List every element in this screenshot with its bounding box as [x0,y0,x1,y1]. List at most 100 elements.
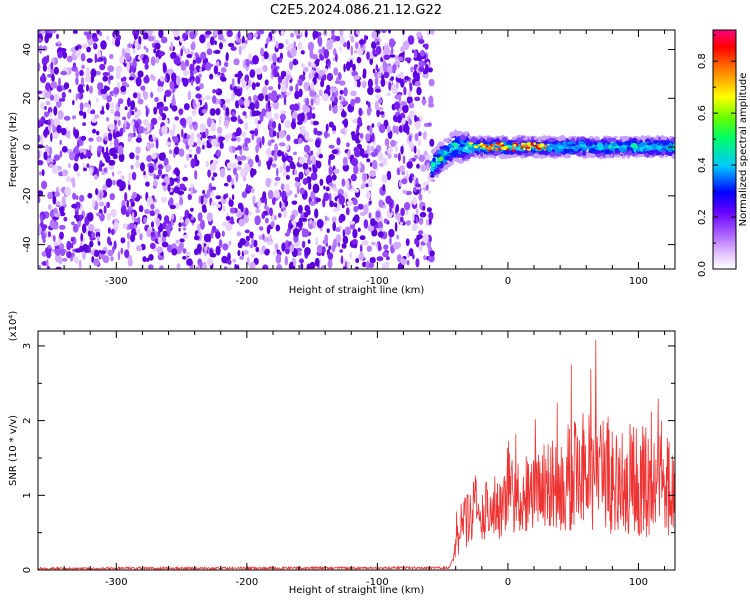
spectrogram-signal-cell [463,132,468,136]
colorbar-gradient [712,29,737,270]
spectrogram-noise-cell [217,126,223,135]
spectrogram-noise-cell [117,170,122,175]
spectrogram-noise-cell [179,197,184,206]
spectrogram-noise-cell [326,228,330,233]
spectrogram-noise-cell [402,189,407,195]
spectrogram-noise-cell [388,228,395,238]
spectrogram-noise-cell [86,84,89,92]
spectrogram-noise-cell [197,223,201,232]
spectrogram-signal-cell [543,155,548,158]
spectrogram-noise-cell [261,135,265,146]
spectrogram-signal-cell [578,140,584,145]
spectrogram-noise-cell [113,221,119,230]
spectrogram-signal-cell [432,157,436,163]
spectrogram-noise-cell [222,104,226,111]
spectrogram-noise-cell [265,94,269,102]
spectrogram-noise-cell [106,117,110,122]
spectrogram-noise-cell [404,75,410,81]
spectrogram-noise-cell [171,243,177,251]
spectrogram-noise-cell [134,111,139,121]
spectrogram-noise-cell [305,106,311,113]
snr-frame [37,330,676,571]
spectrogram-noise-cell [405,220,411,226]
spectrogram-noise-cell [278,212,282,218]
spectrogram-noise-cell [417,139,422,147]
spectrogram-noise-cell [369,170,376,177]
spectrogram-noise-cell [328,144,335,149]
spectrogram-noise-cell [346,261,350,269]
spectrogram-noise-cell [151,221,154,228]
spectrogram-noise-cell [49,94,55,101]
spectrogram-noise-cell [128,184,131,191]
spectrogram-noise-cell [291,111,298,119]
spectrogram-noise-cell [210,201,216,206]
spectrogram-noise-cell [407,89,412,98]
spectrogram-peak-cell [500,142,504,145]
spectrogram-noise-cell [403,202,411,211]
spectrogram-noise-cell [375,94,381,99]
spectrogram-noise-cell [342,156,348,166]
spectrogram-noise-cell [50,81,58,89]
spectrogram-noise-cell [363,173,367,182]
spectrogram-noise-cell [244,162,250,173]
spectrogram-noise-cell [52,195,57,205]
spectrogram-noise-cell [269,158,273,166]
spectrogram-noise-cell [304,30,308,38]
spectrogram-noise-cell [249,231,254,239]
spectrogram-noise-cell [394,221,398,232]
spectrogram-noise-cell [351,70,359,77]
spectrogram-noise-cell [55,266,62,269]
spectrogram-signal-cell [452,142,458,146]
spectrogram-signal-cell [589,147,596,154]
spectrogram-signal-cell [633,146,637,153]
spectrogram-noise-cell [343,118,349,128]
spectrogram-peak-cell [511,147,515,150]
spectrogram-noise-cell [400,145,404,155]
spectrogram-noise-cell [294,90,300,100]
spectrogram-signal-cell [572,143,576,147]
spectrogram-noise-cell [171,72,177,83]
spectrogram-noise-cell [108,123,115,131]
spectrogram-noise-cell [285,183,290,193]
spectrogram-noise-cell [343,87,348,97]
spectrogram-noise-cell [424,43,429,50]
spectrogram-signal-cell [554,147,559,154]
spectrogram-noise-cell [127,257,133,267]
spectrogram-noise-cell [72,62,76,68]
spectrogram-noise-cell [126,97,131,107]
spectrogram-noise-cell [210,229,214,239]
spectrogram-noise-cell [417,72,420,83]
spectrogram-noise-cell [118,152,125,163]
spectrogram-noise-cell [79,69,84,76]
spectrogram-signal-cell [465,155,471,160]
spectrogram-noise-cell [186,252,191,257]
spectrogram-noise-cell [216,61,220,67]
spectrogram-noise-cell [265,177,271,188]
spectrogram-noise-cell [298,157,306,165]
spectrogram-signal-cell [448,156,453,162]
spectrogram-noise-cell [231,184,235,189]
spectrogram-noise-cell [293,138,300,145]
spectrogram-noise-cell [312,113,316,120]
spectrogram-noise-cell [315,96,321,104]
spectrogram-noise-cell [226,30,233,38]
spectrogram-noise-cell [396,114,402,124]
spectrogram-noise-cell [310,172,318,181]
spectrogram-noise-cell [186,116,193,125]
spectrogram-noise-cell [407,35,415,45]
spectrogram-noise-cell [331,30,335,36]
spectrogram-noise-cell [349,251,353,259]
spectrogram-noise-cell [305,168,310,175]
spectrogram-noise-cell [38,37,42,43]
spectrogram-noise-cell [169,80,175,89]
spectrogram-noise-cell [279,58,283,63]
spectrogram-noise-cell [339,103,343,112]
spectrogram-noise-cell [315,197,321,203]
spectrogram-noise-cell [113,116,120,121]
spectrogram-noise-cell [328,104,332,112]
spectrogram-signal-cell [604,142,608,147]
spectrogram-noise-cell [298,171,304,180]
spectrogram-noise-cell [111,171,115,177]
spectrogram-noise-cell [212,89,216,94]
spectrogram-noise-cell [199,67,202,73]
